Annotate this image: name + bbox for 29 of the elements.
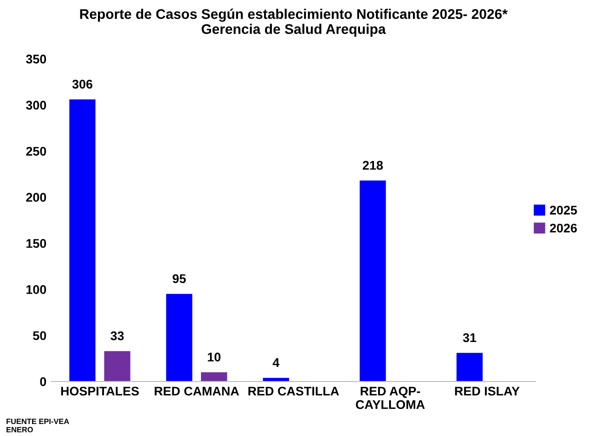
y-tick-label: 200 [26, 192, 46, 202]
data-label: 4 [272, 358, 280, 367]
data-label: 218 [362, 160, 383, 170]
bar [166, 294, 192, 382]
x-tick-label: HOSPITALES [61, 386, 139, 396]
bar [200, 372, 228, 382]
x-tick-label: RED AQP- CAYLLOMA [356, 386, 425, 410]
x-tick-label: RED CASTILLA [248, 386, 339, 396]
y-tick-label: 100 [26, 285, 46, 294]
y-tick-label: 50 [33, 331, 46, 340]
legend-label: 2025 [550, 206, 577, 215]
bar [104, 351, 130, 382]
data-label: 31 [462, 333, 476, 342]
x-tick-label: RED ISLAY [455, 386, 520, 396]
bar [69, 99, 96, 382]
data-label: 306 [72, 80, 92, 89]
y-tick-label: 300 [26, 100, 46, 110]
data-label: 33 [110, 331, 124, 340]
y-tick-label: 0 [40, 377, 46, 386]
legend-label: 2026 [550, 224, 577, 233]
chart-title: Reporte de Casos Según establecimiento Notificante 2025- 2026* Gerencia de Salud Arequipa [80, 8, 508, 37]
bar [360, 180, 386, 382]
y-tick-label: 250 [26, 146, 46, 156]
data-label: 10 [208, 352, 220, 362]
y-tick-label: 150 [26, 239, 46, 248]
y-tick-label: 350 [26, 54, 46, 64]
data-label: 95 [172, 274, 186, 284]
x-tick-label: RED CAMANA [154, 386, 239, 396]
bar [456, 352, 483, 382]
